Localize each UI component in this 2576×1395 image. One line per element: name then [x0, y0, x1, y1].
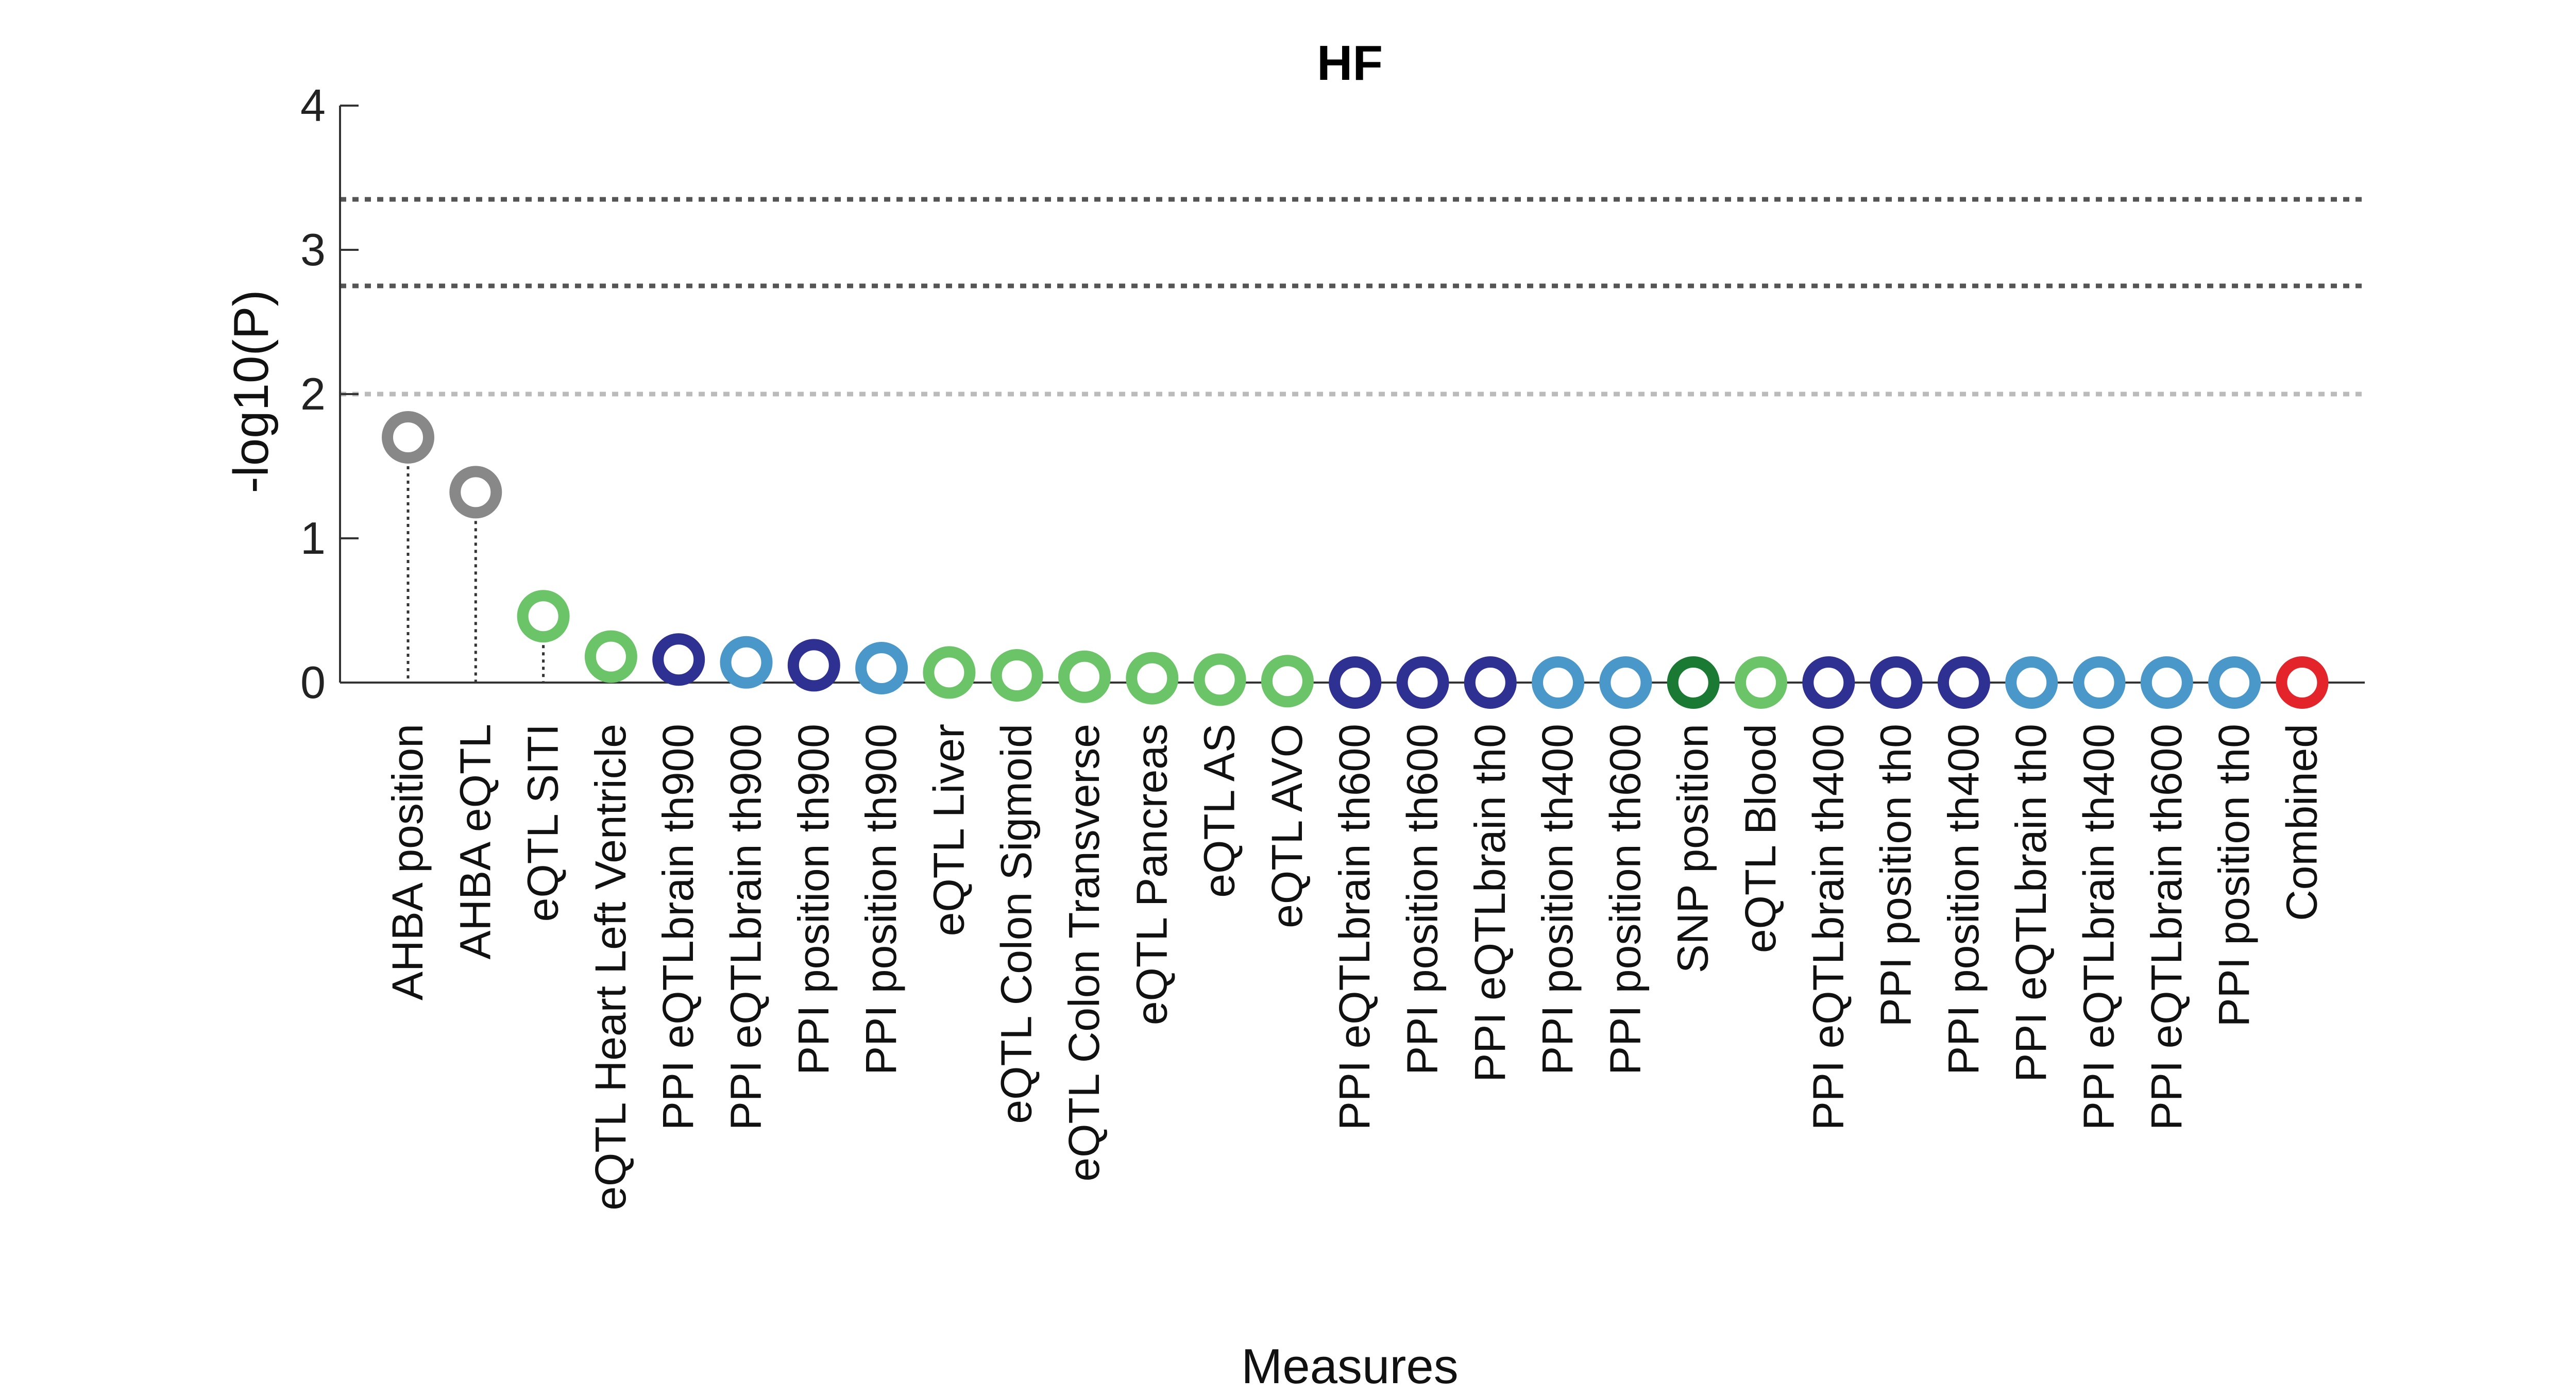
category-labels: AHBA position AHBA eQTL eQTL SITI eQTL Hear… [383, 724, 2326, 1211]
category-label: PPI eQTLbrain th600 [2142, 724, 2191, 1130]
y-tick-label: 1 [300, 513, 326, 564]
data-point [855, 642, 908, 694]
data-point [1735, 656, 1787, 709]
data-point [1126, 652, 1179, 705]
category-label: PPI eQTLbrain th900 [722, 724, 770, 1130]
data-point [720, 636, 773, 689]
data-point [652, 633, 705, 686]
category-label: Combined [2277, 724, 2326, 921]
y-tick-label: 3 [300, 224, 326, 275]
chart-title: HF [1317, 36, 1383, 91]
data-point [1667, 656, 1720, 709]
y-tick-label: 4 [300, 80, 326, 131]
stems [406, 437, 545, 683]
data-point [382, 411, 434, 464]
x-axis-label: Measures [1241, 1339, 1459, 1394]
y-axis-label: -log10(P) [224, 290, 279, 494]
y-tick-label: 0 [300, 657, 326, 708]
category-label: PPI position th400 [1533, 724, 1582, 1075]
category-label: PPI eQTLbrain th0 [1466, 724, 1514, 1082]
data-point [1193, 653, 1246, 706]
category-label: SNP position [1669, 724, 1717, 973]
category-label: PPI position th900 [857, 724, 905, 1075]
data-points [382, 411, 2329, 709]
category-label: eQTL Pancreas [1127, 724, 1176, 1025]
data-point [1599, 656, 1652, 709]
category-label: eQTL Colon Transverse [1060, 724, 1108, 1182]
category-label: eQTL Liver [924, 724, 973, 936]
data-point [1329, 656, 1382, 709]
data-point [449, 466, 502, 519]
category-label: AHBA position [383, 724, 432, 1000]
data-point [2005, 656, 2058, 709]
data-point [584, 630, 637, 683]
category-label: eQTL AS [1195, 724, 1244, 898]
data-point [2073, 656, 2126, 709]
category-label: PPI position th600 [1398, 724, 1447, 1075]
category-label: PPI position th400 [1939, 724, 1988, 1075]
data-point [1937, 656, 1990, 709]
category-label: eQTL Heart Left Ventricle [586, 724, 635, 1211]
data-point [1058, 650, 1111, 703]
category-label: eQTL Colon Sigmoid [992, 724, 1041, 1124]
category-label: PPI eQTLbrain th900 [654, 724, 702, 1130]
category-label: eQTL SITI [519, 724, 567, 922]
threshold-lines [340, 197, 2365, 397]
data-point [1464, 656, 1517, 709]
data-point [1532, 656, 1585, 709]
data-point [1261, 655, 1314, 708]
data-point [2276, 656, 2329, 709]
data-point [2140, 656, 2193, 709]
category-label: eQTL Blood [1736, 724, 1785, 953]
category-label: PPI position th0 [1872, 724, 1920, 1027]
category-label: AHBA eQTL [451, 724, 499, 960]
data-point [923, 646, 976, 699]
y-tick-label: 2 [300, 368, 326, 419]
y-ticks: 0 1 2 3 4 [300, 80, 359, 708]
category-label: PPI position th600 [1601, 724, 1649, 1075]
category-label: PPI eQTLbrain th600 [1330, 724, 1379, 1130]
category-label: PPI position th900 [789, 724, 838, 1075]
data-point [787, 639, 840, 692]
data-point [990, 649, 1043, 702]
category-label: PPI position th0 [2210, 724, 2258, 1027]
data-point [1802, 656, 1855, 709]
category-label: eQTL AVO [1263, 724, 1311, 928]
data-point [1870, 656, 1923, 709]
data-point [517, 590, 570, 643]
category-label: PPI eQTLbrain th400 [1804, 724, 1852, 1130]
category-label: PPI eQTLbrain th0 [2007, 724, 2055, 1082]
data-point [2208, 656, 2261, 709]
data-point [1396, 656, 1449, 709]
category-label: PPI eQTLbrain th400 [2075, 724, 2123, 1130]
